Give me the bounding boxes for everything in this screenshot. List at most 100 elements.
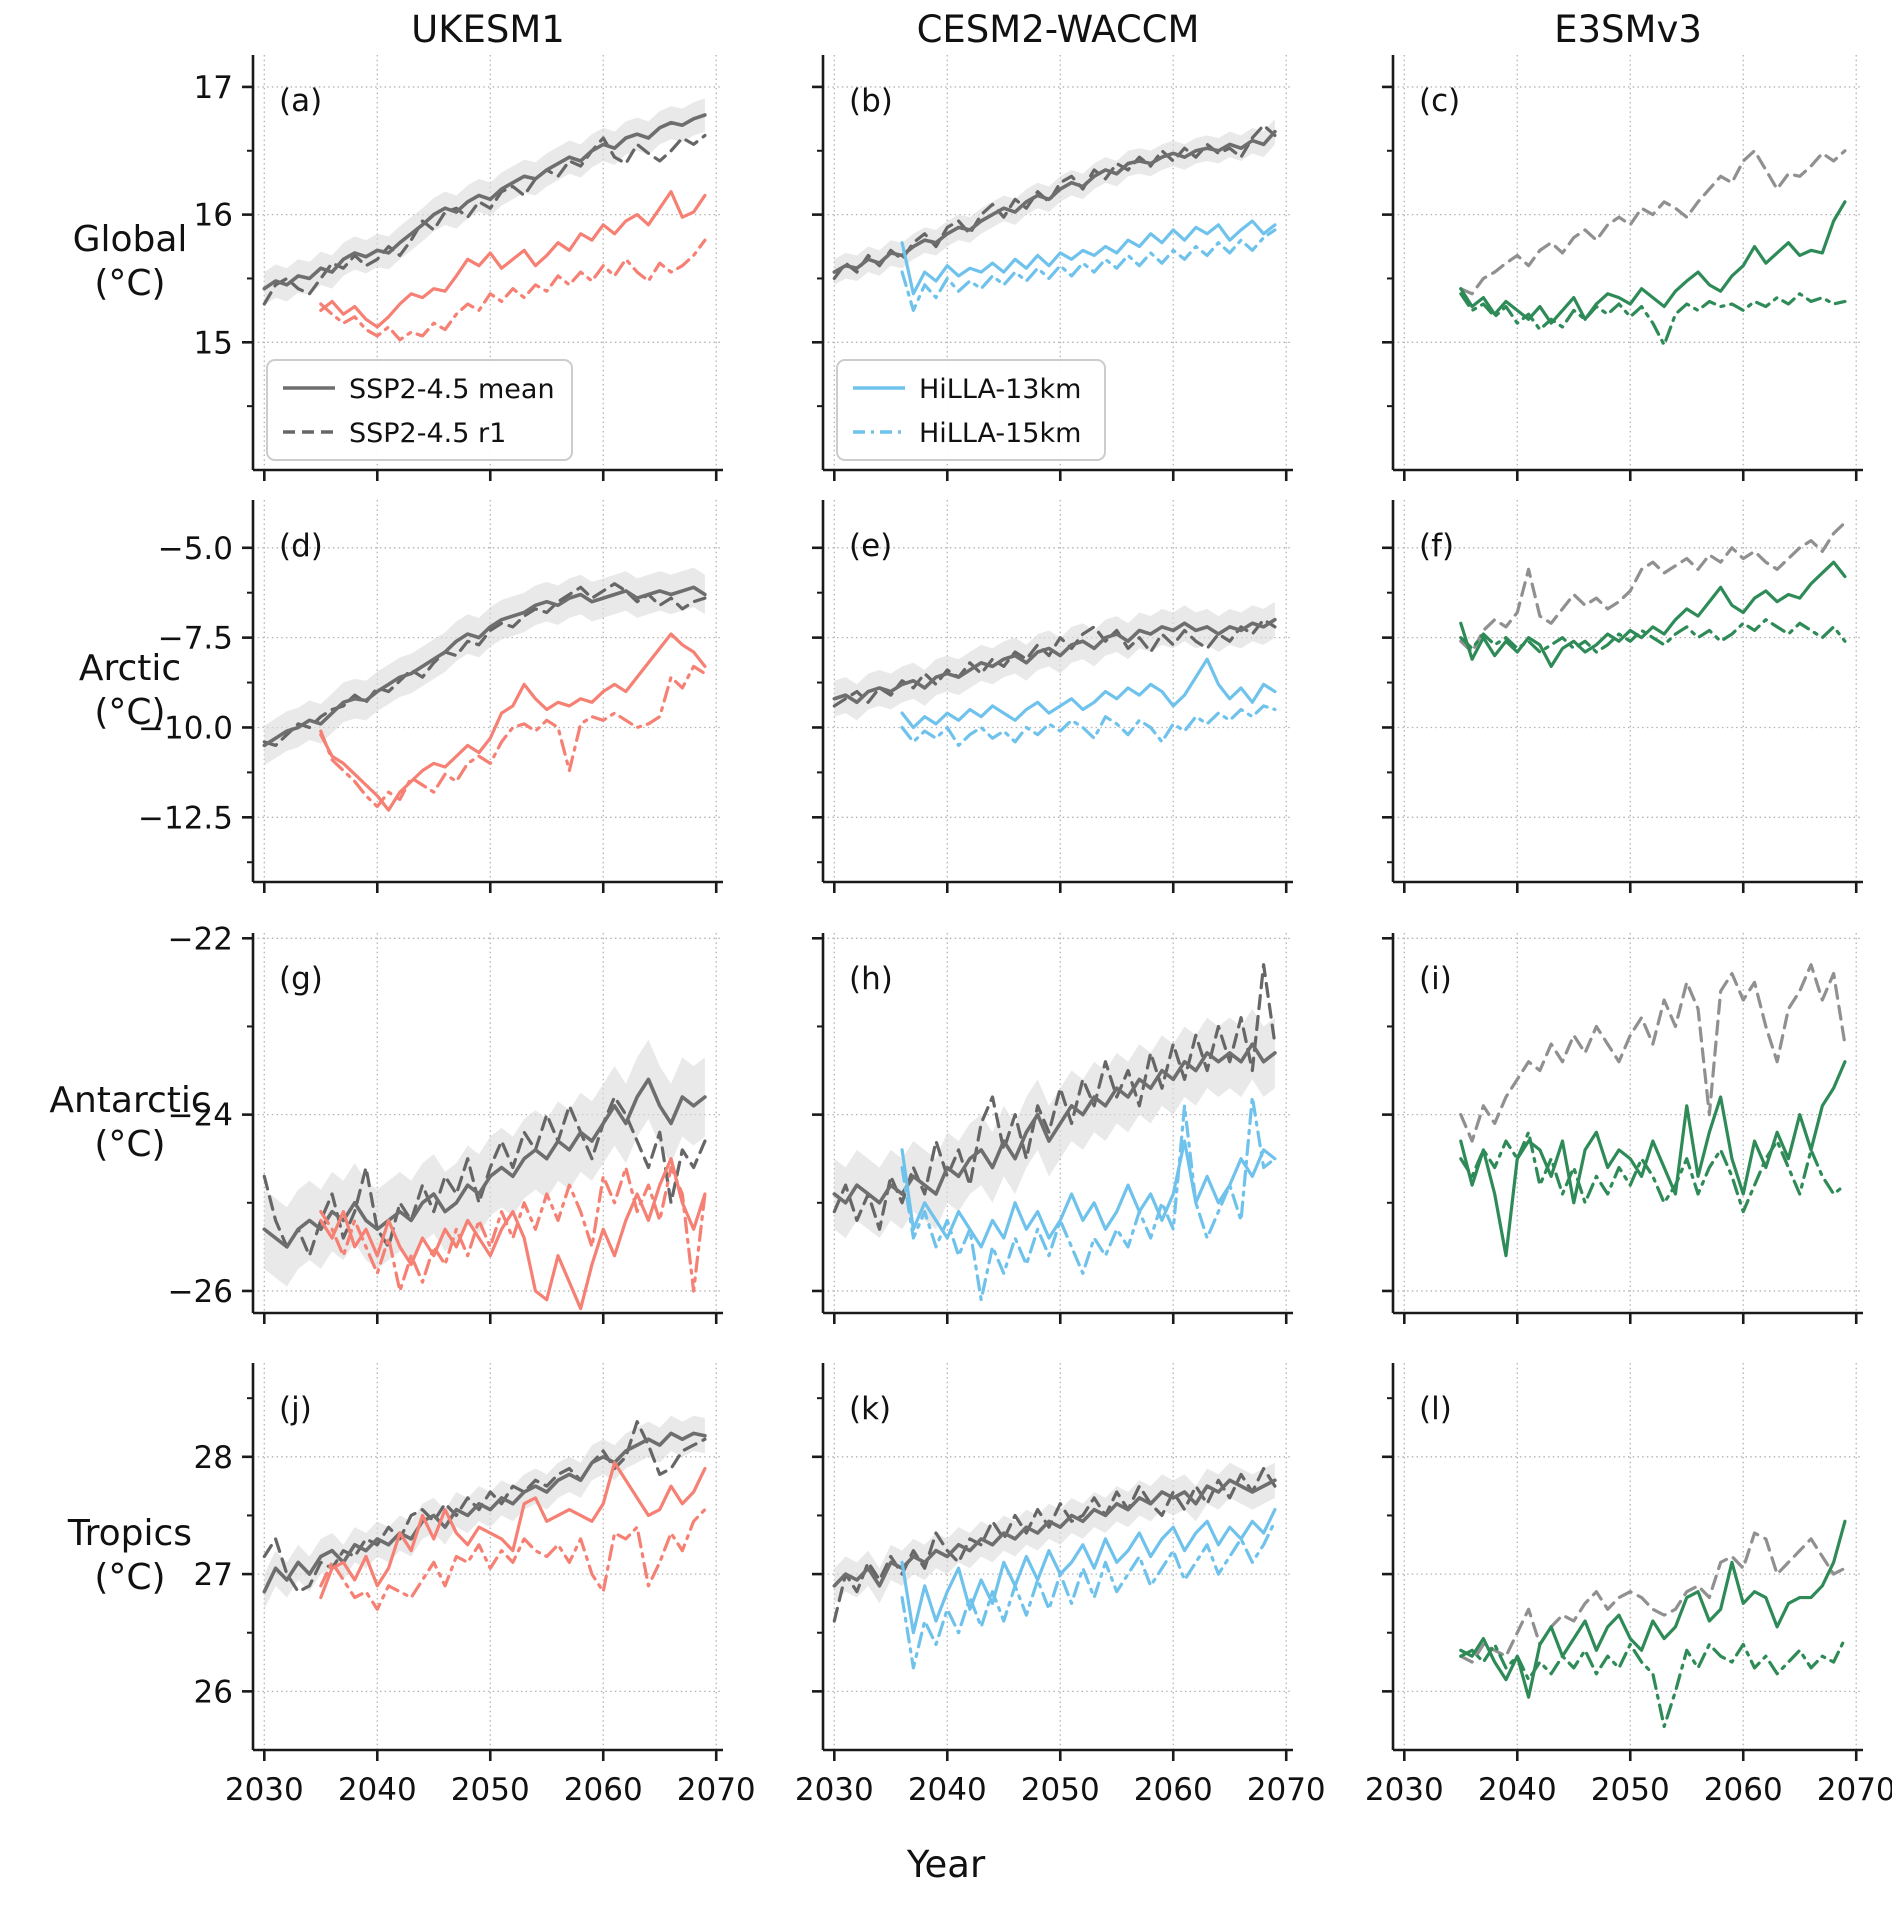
legend-label: HiLLA-13km <box>919 374 1081 405</box>
y-tick-label: −12.5 <box>138 800 233 836</box>
y-tick-label: −7.5 <box>158 621 233 657</box>
panel-e: (e) <box>812 500 1293 893</box>
series-ssp245_mean <box>832 617 1277 705</box>
row-label-global: Global (°C) <box>15 218 245 306</box>
panel-k: 2030 2040 2050 2060 2070 (k) <box>795 1363 1326 1808</box>
series-hilla_13km <box>900 1139 1277 1249</box>
series-hilla_15km <box>319 238 707 342</box>
panel-letter: (e) <box>849 528 892 564</box>
series-hilla_13km <box>319 1461 707 1600</box>
x-tick-label: 2070 <box>1247 1772 1326 1808</box>
x-tick-label: 2040 <box>908 1772 987 1808</box>
y-tick-label: 28 <box>194 1440 233 1476</box>
series-hilla_13km <box>1459 1519 1847 1699</box>
panel-letter: (h) <box>849 961 893 997</box>
series-ssp245_mean <box>262 1077 707 1249</box>
series-ssp245_r1 <box>1459 521 1847 654</box>
ensemble-spread-band <box>834 1462 1275 1604</box>
panel-b: (b) <box>812 55 1293 481</box>
y-tick-label: −24 <box>168 1098 233 1134</box>
panel-letter: (c) <box>1419 83 1460 119</box>
series-ssp245_r1 <box>1459 149 1847 296</box>
row-label-arctic-unit: (°C) <box>94 692 166 733</box>
panel-letter: (i) <box>1419 961 1452 997</box>
panel-letter: (g) <box>279 961 323 997</box>
x-tick-label: 2060 <box>1704 1772 1783 1808</box>
series-hilla_13km <box>1459 200 1847 325</box>
legend: SSP2-4.5 mean SSP2-4.5 r1 <box>266 359 573 461</box>
panel-d: −5.0 −7.5 −10.0 −12.5 (d) <box>138 500 723 893</box>
y-tick-label: 16 <box>194 198 233 234</box>
series-hilla_15km <box>900 228 1277 312</box>
x-tick-label: 2060 <box>564 1772 643 1808</box>
x-tick-label: 2060 <box>1134 1772 1213 1808</box>
y-tick-label: −5.0 <box>158 531 233 567</box>
y-tick-label: 26 <box>194 1674 233 1710</box>
column-title-ukesm1: UKESM1 <box>411 8 565 51</box>
series-hilla_13km <box>319 190 707 329</box>
panel-letter: (k) <box>849 1391 891 1427</box>
series-hilla_13km <box>900 657 1277 730</box>
y-tick-label: −10.0 <box>138 710 233 746</box>
series-ssp245_mean <box>262 585 707 748</box>
series-hilla_13km <box>319 1157 707 1311</box>
row-label-antarctic-unit: (°C) <box>94 1124 166 1165</box>
ensemble-spread-band <box>834 1008 1275 1239</box>
series-hilla_13km <box>900 1507 1277 1635</box>
series-hilla_13km <box>1459 560 1847 668</box>
ensemble-spread-band <box>264 567 705 766</box>
panel-letter: (a) <box>279 83 322 119</box>
legend-box <box>836 359 1106 461</box>
series-ssp245_mean <box>262 113 707 291</box>
series-ssp245_mean <box>832 129 1277 274</box>
panel-c: (c) <box>1382 55 1863 481</box>
row-label-tropics-unit: (°C) <box>94 1557 166 1598</box>
series-hilla_15km <box>319 664 707 809</box>
panel-letter: (b) <box>849 83 893 119</box>
x-axis-label: Year <box>906 1843 986 1886</box>
row-label-global-unit: (°C) <box>94 263 166 304</box>
legend-label: SSP2-4.5 r1 <box>349 418 506 449</box>
panel-i: (i) <box>1382 933 1863 1324</box>
series-ssp245_r1 <box>1459 963 1847 1143</box>
panel-g: −22 −24 −26 (g) <box>168 921 723 1324</box>
panel-j: 28 27 26 2030 2040 2050 2060 2070 (j) <box>194 1363 756 1808</box>
series-ssp245_mean <box>262 1431 707 1594</box>
series-hilla_15km <box>900 1519 1277 1670</box>
series-hilla_15km <box>900 1095 1277 1302</box>
series-hilla_15km <box>1459 618 1847 654</box>
x-tick-label: 2040 <box>1478 1772 1557 1808</box>
panel-a: 17 16 15 (a) <box>194 55 723 481</box>
row-label-arctic: Arctic (°C) <box>15 647 245 735</box>
y-tick-label: 27 <box>194 1557 233 1593</box>
row-label-arctic-text: Arctic <box>78 648 182 689</box>
y-tick-label: −26 <box>168 1274 233 1310</box>
x-tick-label: 2040 <box>338 1772 417 1808</box>
series-hilla_15km <box>900 704 1277 748</box>
y-tick-label: −22 <box>168 921 233 957</box>
series-ssp245_r1 <box>262 1420 707 1594</box>
series-hilla_15km <box>319 1507 707 1611</box>
legend: HiLLA-13km HiLLA-15km <box>836 359 1106 461</box>
legend-label: SSP2-4.5 mean <box>349 374 555 405</box>
series-ssp245_mean <box>832 1478 1277 1588</box>
row-label-antarctic: Antarctic (°C) <box>15 1079 245 1167</box>
ensemble-spread-band <box>834 118 1275 285</box>
x-tick-label: 2030 <box>1365 1772 1444 1808</box>
row-label-tropics: Tropics (°C) <box>15 1512 245 1600</box>
panel-f: (f) <box>1382 500 1863 893</box>
legend-box <box>266 359 573 461</box>
x-tick-label: 2070 <box>1817 1772 1892 1808</box>
column-title-cesm2-waccm: CESM2-WACCM <box>916 8 1200 51</box>
x-tick-label: 2070 <box>677 1772 756 1808</box>
x-tick-label: 2030 <box>225 1772 304 1808</box>
series-ssp245_r1 <box>832 618 1277 708</box>
y-tick-label: 15 <box>194 325 233 361</box>
legend-label: HiLLA-15km <box>919 418 1081 449</box>
series-hilla_15km <box>1459 292 1847 347</box>
x-tick-label: 2050 <box>1021 1772 1100 1808</box>
panel-h: (h) <box>812 933 1293 1324</box>
row-label-antarctic-text: Antarctic <box>49 1080 211 1121</box>
x-tick-label: 2030 <box>795 1772 874 1808</box>
